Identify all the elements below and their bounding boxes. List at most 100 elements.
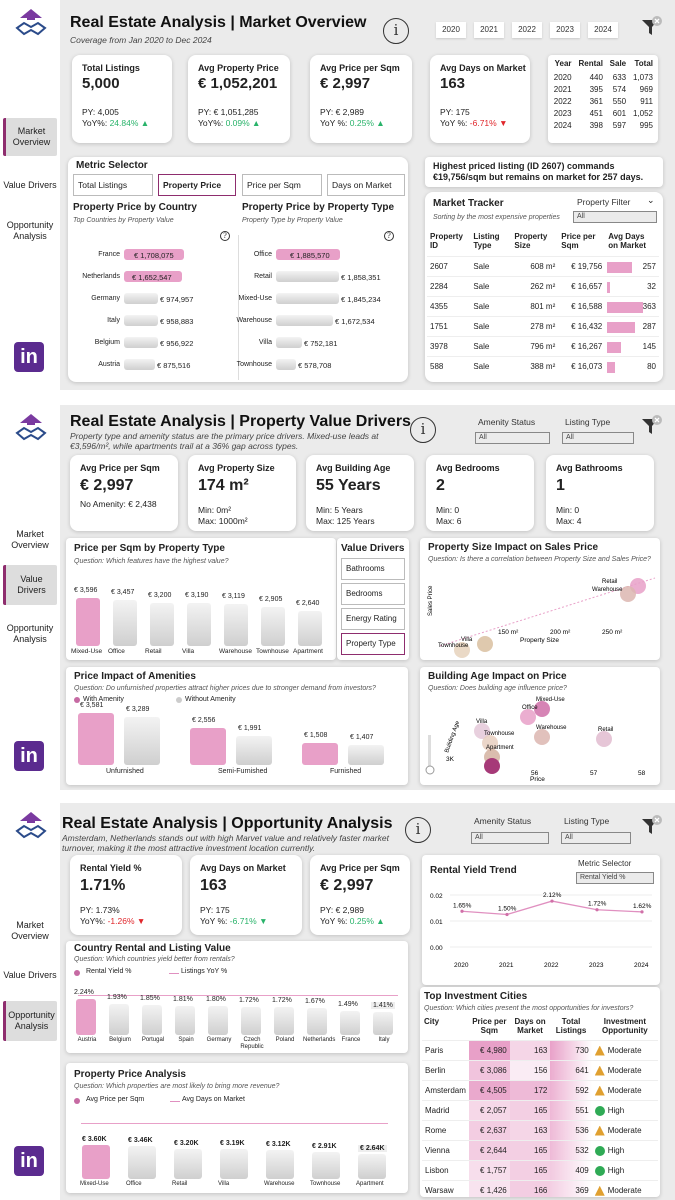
bar[interactable]	[76, 999, 96, 1035]
amenity-status-dropdown[interactable]: All	[475, 432, 550, 444]
bar[interactable]	[276, 337, 302, 348]
bar[interactable]	[142, 1005, 162, 1035]
table-cell: € 4,980	[468, 1040, 510, 1061]
bar[interactable]	[266, 1150, 294, 1179]
bar[interactable]	[113, 600, 137, 646]
bar[interactable]	[241, 1007, 261, 1035]
year-filter-button[interactable]: 2023	[550, 22, 580, 38]
bar[interactable]	[298, 611, 322, 646]
bar[interactable]	[124, 337, 158, 348]
bar[interactable]	[109, 1004, 129, 1035]
bar[interactable]	[236, 736, 272, 765]
bar[interactable]	[124, 293, 158, 304]
bar[interactable]	[224, 604, 248, 646]
help-icon[interactable]: ?	[384, 231, 394, 241]
linkedin-icon[interactable]: in	[14, 342, 44, 372]
year-filter-button[interactable]: 2020	[436, 22, 466, 38]
year-filter-button[interactable]: 2024	[588, 22, 618, 38]
bar[interactable]	[187, 603, 211, 646]
listing-type-dropdown[interactable]: All	[561, 832, 631, 844]
bar[interactable]	[312, 1152, 340, 1179]
bar-value-label: € 1,407	[350, 734, 374, 741]
bar[interactable]	[124, 249, 184, 260]
trend-metric-dropdown[interactable]: Rental Yield %	[576, 872, 654, 884]
metric-option-button[interactable]: Price per Sqm	[242, 174, 322, 196]
bar[interactable]	[307, 1008, 327, 1035]
bar[interactable]	[208, 1006, 228, 1035]
table-cell: 588	[430, 362, 444, 372]
table-row: Amsterdam € 4,505 172 592 Moderate	[422, 1080, 658, 1101]
nav-market-overview[interactable]: Market Overview	[3, 118, 57, 156]
nav-value-drivers[interactable]: Value Drivers	[3, 961, 57, 989]
help-icon[interactable]: ?	[220, 231, 230, 241]
bar[interactable]	[302, 743, 338, 765]
bar[interactable]	[174, 1149, 202, 1179]
scatter-point	[620, 586, 636, 602]
opportunity-label: Moderate	[607, 1185, 642, 1195]
bar[interactable]	[82, 1145, 110, 1179]
amenity-status-dropdown[interactable]: All	[471, 832, 549, 844]
value-driver-button[interactable]: Energy Rating	[341, 608, 405, 630]
metric-option-button[interactable]: Property Price	[158, 174, 236, 196]
bar[interactable]	[190, 728, 226, 765]
nav-market-overview[interactable]: Market Overview	[3, 913, 57, 949]
info-icon[interactable]: i	[383, 18, 409, 44]
filter-funnel-icon[interactable]	[640, 16, 662, 38]
bar[interactable]	[274, 1007, 294, 1035]
value-driver-button[interactable]: Bedrooms	[341, 583, 405, 605]
filter-funnel-icon[interactable]	[640, 415, 662, 437]
metric-option-button[interactable]: Days on Market	[327, 174, 405, 196]
bar[interactable]	[76, 598, 100, 646]
bar[interactable]	[276, 249, 340, 260]
bar[interactable]	[128, 1146, 156, 1179]
table-row: Madrid € 2,057 165 551 High	[422, 1100, 658, 1121]
bar-value-label: € 3,190	[185, 592, 209, 599]
info-icon[interactable]: i	[410, 417, 436, 443]
bar-value-label: € 958,883	[160, 317, 194, 326]
bar[interactable]	[373, 1012, 393, 1035]
info-icon[interactable]: i	[405, 817, 431, 843]
warning-triangle-icon	[594, 1045, 605, 1056]
nav-opportunity[interactable]: Opportunity Analysis	[3, 619, 57, 649]
value-driver-button[interactable]: Property Type	[341, 633, 405, 655]
filter-funnel-icon[interactable]	[640, 815, 662, 837]
nav-market-overview[interactable]: Market Overview	[3, 525, 57, 555]
year-filter-button[interactable]: 2022	[512, 22, 542, 38]
linkedin-icon[interactable]: in	[14, 741, 44, 771]
bar[interactable]	[78, 713, 114, 765]
bar[interactable]	[124, 717, 160, 765]
bar[interactable]	[124, 315, 158, 326]
bar-value-label: € 3.12K	[266, 1141, 291, 1148]
linkedin-icon[interactable]: in	[14, 1146, 44, 1176]
bar[interactable]	[276, 293, 339, 304]
nav-value-drivers[interactable]: Value Drivers	[3, 565, 57, 605]
bar[interactable]	[358, 1154, 386, 1179]
listing-type-dropdown[interactable]: All	[562, 432, 634, 444]
table-cell: 409	[550, 1160, 592, 1181]
year-filter-button[interactable]: 2021	[474, 22, 504, 38]
table-cell: 3978	[430, 342, 448, 351]
bar[interactable]	[220, 1149, 248, 1179]
bar[interactable]	[276, 271, 339, 282]
kpi-card: Avg Property Size 174 m² Min: 0m² Max: 1000…	[188, 455, 296, 531]
legend-label: Avg Price per Sqm	[86, 1096, 145, 1103]
value-driver-button[interactable]: Bathrooms	[341, 558, 405, 580]
opportunity-label: Moderate	[607, 1065, 642, 1075]
table-header: City	[424, 1017, 440, 1026]
bar[interactable]	[124, 271, 182, 282]
nav-opportunity[interactable]: Opportunity Analysis	[3, 216, 57, 246]
metric-option-button[interactable]: Total Listings	[73, 174, 153, 196]
bar-category-label: Germany	[91, 295, 120, 302]
bar[interactable]	[261, 607, 285, 646]
nav-opportunity[interactable]: Opportunity Analysis	[3, 1001, 57, 1041]
bar[interactable]	[150, 603, 174, 646]
property-filter-dropdown[interactable]: All	[573, 211, 657, 223]
bar[interactable]	[124, 359, 155, 370]
bar[interactable]	[348, 745, 384, 765]
bar[interactable]	[175, 1006, 195, 1035]
bar[interactable]	[340, 1011, 360, 1035]
nav-value-drivers[interactable]: Value Drivers	[3, 172, 57, 198]
bar[interactable]	[276, 315, 333, 326]
bar[interactable]	[276, 359, 296, 370]
table-cell: Sale	[473, 262, 490, 271]
